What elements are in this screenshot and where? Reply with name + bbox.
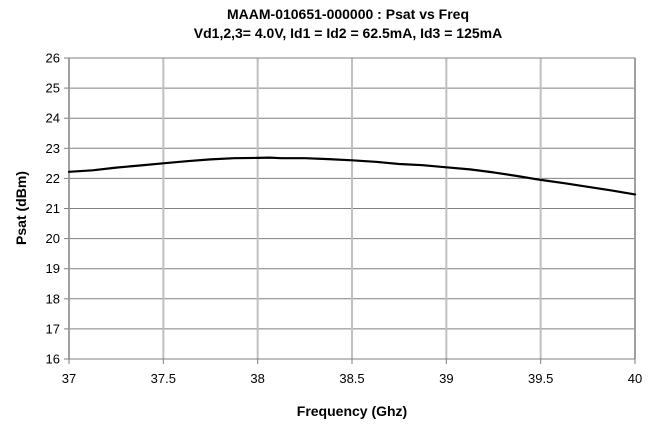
y-tick-label: 19 <box>46 261 60 276</box>
y-tick-label: 21 <box>46 201 60 216</box>
y-tick-label: 18 <box>46 291 60 306</box>
x-tick-label: 38.5 <box>339 371 364 386</box>
x-axis-label: Frequency (Ghz) <box>297 403 407 419</box>
x-tick-label: 39 <box>439 371 453 386</box>
y-tick-label: 26 <box>46 51 60 66</box>
y-axis-ticks: 16 17 18 19 20 21 22 23 24 25 26 <box>46 51 69 367</box>
x-tick-label: 39.5 <box>528 371 553 386</box>
y-axis-label: Psat (dBm) <box>13 171 29 245</box>
chart-subtitle: Vd1,2,3= 4.0V, Id1 = Id2 = 62.5mA, Id3 =… <box>194 25 502 41</box>
y-tick-label: 25 <box>46 81 60 96</box>
y-tick-label: 24 <box>46 111 60 126</box>
x-tick-label: 38 <box>250 371 264 386</box>
y-tick-label: 20 <box>46 231 60 246</box>
y-tick-label: 23 <box>46 141 60 156</box>
y-tick-label: 17 <box>46 321 60 336</box>
psat-series-line <box>67 156 637 196</box>
y-tick-label: 22 <box>46 171 60 186</box>
x-tick-label: 37 <box>62 371 76 386</box>
x-axis-ticks: 37 37.5 38 38.5 39 39.5 40 <box>62 359 642 386</box>
series-layer <box>67 156 637 196</box>
y-tick-label: 16 <box>46 352 60 367</box>
x-tick-label: 37.5 <box>151 371 176 386</box>
chart-title: MAAM-010651-000000 : Psat vs Freq <box>227 6 469 22</box>
x-tick-label: 40 <box>628 371 642 386</box>
